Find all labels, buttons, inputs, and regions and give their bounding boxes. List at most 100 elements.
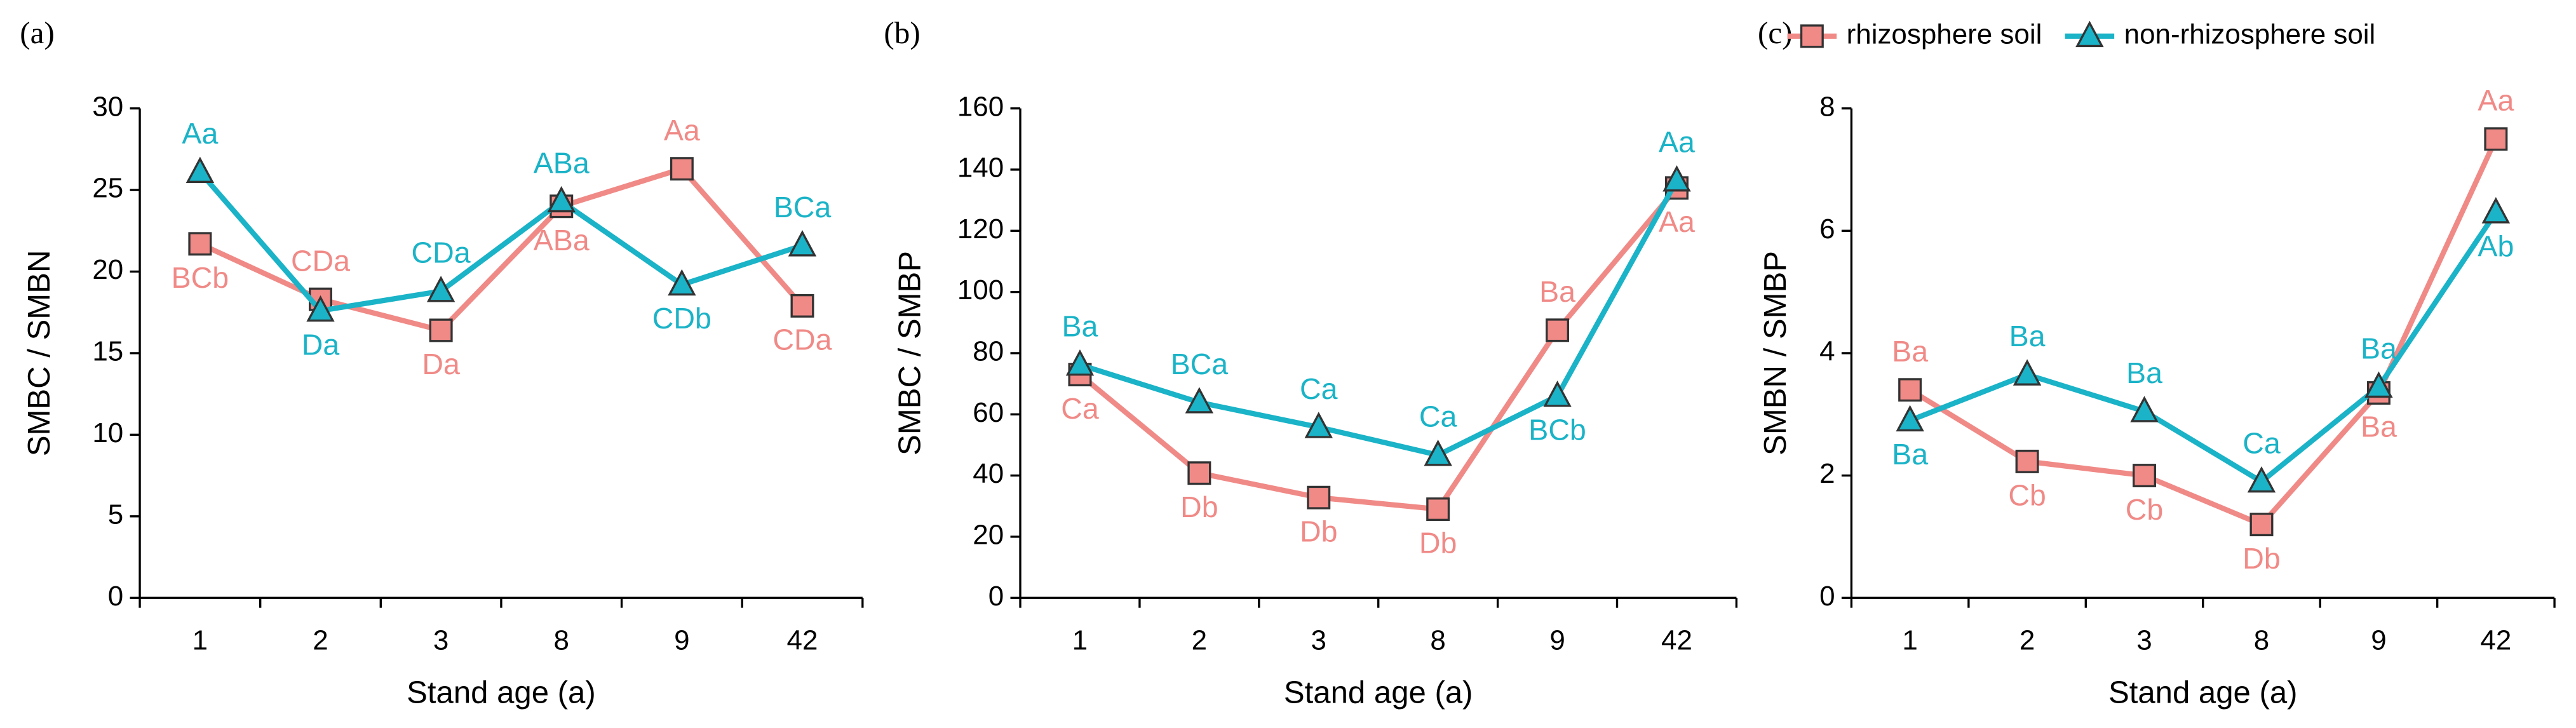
- y-tick-label: 160: [957, 91, 1004, 122]
- point-annotation: Db: [1300, 515, 1337, 548]
- y-tick-label: 25: [92, 173, 123, 204]
- point-annotation: Ba: [1892, 438, 1928, 471]
- point-annotation: Cb: [2126, 493, 2163, 526]
- y-axis-label: SMBC / SMBP: [893, 251, 927, 455]
- y-tick-label: 2: [1819, 458, 1835, 489]
- point-annotation: Ba: [2009, 320, 2046, 353]
- legend-label: rhizosphere soil: [1847, 18, 2042, 50]
- y-tick-label: 0: [108, 581, 123, 612]
- x-tick-label: 9: [2371, 625, 2386, 656]
- marker: [1187, 461, 1211, 485]
- marker: [2481, 197, 2511, 224]
- x-tick-label: 8: [1430, 625, 1445, 656]
- point-annotation: Ba: [1539, 275, 1575, 308]
- x-tick-label: 3: [2136, 625, 2152, 656]
- y-tick-label: 100: [957, 274, 1004, 306]
- y-axis-label: SMBN / SMBP: [1758, 251, 1793, 455]
- marker: [1304, 412, 1333, 438]
- x-tick-label: 42: [2480, 625, 2511, 656]
- x-axis-label: Stand age (a): [407, 676, 596, 710]
- marker: [2133, 464, 2157, 488]
- point-annotation: Db: [1180, 490, 1218, 523]
- y-tick-label: 20: [973, 519, 1004, 550]
- point-annotation: BCb: [172, 261, 229, 294]
- series: Ba Ba Ba Ca Ba Ab: [1892, 197, 2514, 493]
- point-annotation: Db: [1419, 527, 1457, 560]
- point-annotation: BCb: [1528, 414, 1586, 447]
- marker: [2013, 359, 2042, 386]
- y-tick-label: 6: [1819, 213, 1835, 245]
- y-tick-label: 15: [92, 336, 123, 367]
- marker: [1898, 378, 1922, 402]
- point-annotation: Ca: [1300, 372, 1338, 405]
- x-axis-label: Stand age (a): [2108, 676, 2298, 710]
- marker: [1065, 349, 1095, 376]
- legend-label: non-rhizosphere soil: [2124, 18, 2376, 50]
- point-annotation: Aa: [664, 114, 700, 147]
- marker: [790, 293, 814, 318]
- point-annotation: Ca: [1419, 400, 1457, 433]
- point-annotation: BCa: [774, 191, 832, 224]
- marker: [185, 156, 215, 184]
- series-line: [1079, 179, 1680, 458]
- series: Ca Db Db Db Ba Aa: [1061, 176, 1695, 560]
- marker: [668, 269, 696, 296]
- point-annotation: Ca: [1061, 392, 1099, 425]
- y-tick-label: 30: [92, 91, 123, 122]
- point-annotation: Ca: [2242, 427, 2281, 460]
- marker: [788, 230, 817, 257]
- point-annotation: Aa: [2478, 84, 2514, 117]
- marker: [1896, 405, 1924, 432]
- point-annotation: Aa: [1659, 126, 1695, 159]
- marker: [2249, 513, 2274, 537]
- x-tick-label: 1: [1902, 625, 1917, 656]
- x-tick-label: 3: [1311, 625, 1326, 656]
- panel-label: (a): [20, 15, 55, 50]
- y-tick-label: 60: [973, 397, 1004, 428]
- x-tick-label: 42: [787, 625, 818, 656]
- marker: [1424, 440, 1452, 466]
- point-annotation: Ab: [2478, 230, 2514, 263]
- y-axis-label: SMBC / SMBN: [22, 250, 57, 457]
- legend-marker: [2075, 20, 2104, 48]
- series-line: [1909, 211, 2498, 485]
- x-tick-label: 3: [433, 625, 448, 656]
- x-tick-label: 2: [313, 625, 328, 656]
- x-tick-label: 42: [1661, 625, 1692, 656]
- y-tick-label: 4: [1819, 336, 1835, 367]
- marker: [188, 232, 212, 256]
- marker: [1662, 165, 1691, 192]
- point-annotation: Aa: [1659, 205, 1695, 238]
- panel-label: (c): [1758, 15, 1793, 50]
- x-tick-label: 8: [554, 625, 569, 656]
- point-annotation: Da: [302, 328, 340, 361]
- marker: [306, 295, 335, 322]
- marker: [1307, 485, 1331, 509]
- marker: [1546, 318, 1570, 342]
- point-annotation: Ba: [1892, 335, 1928, 368]
- marker: [1185, 387, 1214, 414]
- y-tick-label: 0: [988, 581, 1004, 612]
- y-tick-label: 20: [92, 254, 123, 285]
- series: Ba Cb Cb Db Ba Aa: [1892, 84, 2514, 575]
- y-tick-label: 0: [1819, 581, 1835, 612]
- point-annotation: Ba: [2126, 356, 2162, 389]
- x-tick-label: 9: [1549, 625, 1565, 656]
- series: Ba BCa Ca Ca BCb Aa: [1062, 126, 1695, 466]
- x-tick-label: 1: [192, 625, 208, 656]
- point-annotation: CDa: [412, 236, 471, 269]
- marker: [670, 157, 694, 181]
- marker: [547, 185, 576, 213]
- series: Aa Da CDa ABa CDb BCa: [182, 117, 831, 361]
- marker: [2247, 466, 2276, 493]
- point-annotation: Cb: [2008, 479, 2046, 512]
- y-tick-label: 5: [108, 499, 123, 530]
- point-annotation: CDa: [291, 245, 350, 278]
- y-tick-label: 8: [1819, 91, 1835, 122]
- marker: [2484, 127, 2508, 151]
- marker: [2130, 396, 2159, 422]
- x-tick-label: 1: [1072, 625, 1088, 656]
- y-tick-label: 80: [973, 336, 1004, 367]
- marker: [1426, 497, 1450, 522]
